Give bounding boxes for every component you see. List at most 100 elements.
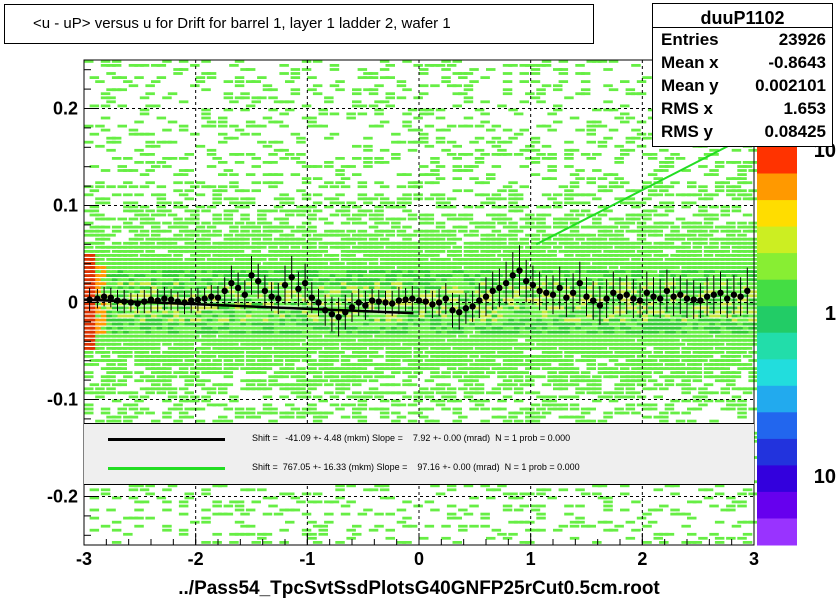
heat-cell (340, 177, 351, 180)
heat-cell (374, 322, 384, 326)
heat-cell (402, 245, 412, 249)
heat-cell (536, 124, 546, 128)
heat-cell (530, 233, 541, 237)
heat-cell (463, 266, 474, 269)
heat-cell (452, 84, 462, 88)
heat-cell (245, 411, 256, 415)
heat-cell (329, 197, 340, 201)
heat-cell (178, 375, 189, 379)
heat-cell (402, 209, 412, 213)
heat-cell (525, 302, 535, 306)
heat-cell (547, 322, 557, 326)
heat-cell (195, 181, 206, 185)
heat-cell (508, 334, 518, 338)
heat-cell (123, 532, 133, 536)
heat-cell (368, 347, 379, 350)
heat-cell (335, 310, 345, 314)
heat-cell (407, 363, 418, 366)
heat-cell (312, 290, 323, 294)
heat-cell (335, 88, 345, 92)
heat-cell (536, 250, 546, 253)
heat-cell (430, 347, 440, 350)
heat-cell (469, 298, 479, 302)
heat-cell (419, 217, 429, 221)
heat-cell (407, 274, 418, 277)
heat-cell (318, 250, 328, 253)
heat-cell (564, 153, 574, 156)
heat-cell (301, 330, 312, 334)
heat-cell (117, 169, 127, 172)
heat-cell (273, 254, 284, 257)
heat-cell (525, 258, 535, 261)
heat-cell (497, 322, 507, 326)
heat-cell (480, 310, 490, 314)
heat-cell (223, 318, 234, 322)
heat-cell (396, 250, 407, 253)
heat-cell (324, 306, 334, 310)
heat-cell (463, 383, 474, 387)
heat-cell (435, 278, 446, 282)
heat-cell (385, 104, 395, 108)
heat-cell (385, 528, 395, 532)
heat-cell (312, 92, 323, 96)
heat-cell (603, 528, 613, 532)
heat-cell (212, 484, 222, 488)
heat-cell (586, 157, 596, 160)
heat-cell (145, 367, 155, 370)
heat-cell (290, 496, 301, 500)
heat-cell (128, 209, 139, 213)
heat-cell (486, 310, 496, 314)
heat-cell (106, 270, 116, 273)
heat-cell (262, 318, 273, 322)
heat-cell (396, 294, 407, 298)
heat-cell (508, 310, 518, 314)
heat-cell (329, 395, 340, 399)
heat-cell (374, 375, 384, 379)
heat-cell (111, 250, 122, 253)
heat-cell (190, 399, 200, 403)
heat-cell (195, 274, 206, 277)
heat-cell (324, 371, 334, 374)
heat-cell (251, 371, 261, 374)
heat-cell (167, 250, 178, 253)
heat-cell (463, 282, 474, 286)
heat-cell (296, 314, 306, 318)
heat-cell (184, 266, 194, 269)
heat-cell (335, 383, 345, 387)
heat-cell (580, 153, 591, 156)
heat-cell (296, 379, 306, 383)
heat-cell (569, 330, 580, 334)
heat-cell (340, 185, 351, 189)
heat-cell (307, 379, 317, 383)
heat-cell (234, 415, 245, 419)
heat-cell (497, 334, 507, 338)
heat-cell (603, 189, 613, 193)
heat-cell (608, 128, 619, 132)
heat-cell (407, 181, 418, 185)
heat-cell (424, 237, 435, 241)
heat-cell (223, 221, 234, 225)
heat-cell (385, 233, 395, 237)
heat-cell (340, 334, 351, 338)
heat-cell (513, 330, 524, 334)
heat-cell (111, 520, 122, 524)
heat-cell (301, 104, 312, 108)
heat-cell (547, 266, 557, 269)
heat-cell (419, 322, 429, 326)
heat-cell (84, 318, 94, 322)
heat-cell (134, 290, 144, 294)
heat-cell (117, 314, 127, 318)
heat-cell (541, 318, 552, 322)
heat-cell (84, 306, 94, 310)
heat-cell (469, 310, 479, 314)
heat-cell (513, 359, 524, 362)
heat-cell (301, 532, 312, 536)
heat-cell (558, 415, 569, 419)
heat-cell (497, 399, 507, 403)
heat-cell (525, 318, 535, 322)
heat-cell (463, 322, 474, 326)
heat-cell (117, 290, 127, 294)
heat-cell (368, 330, 379, 334)
heat-cell (580, 282, 591, 286)
heat-cell (89, 165, 100, 168)
